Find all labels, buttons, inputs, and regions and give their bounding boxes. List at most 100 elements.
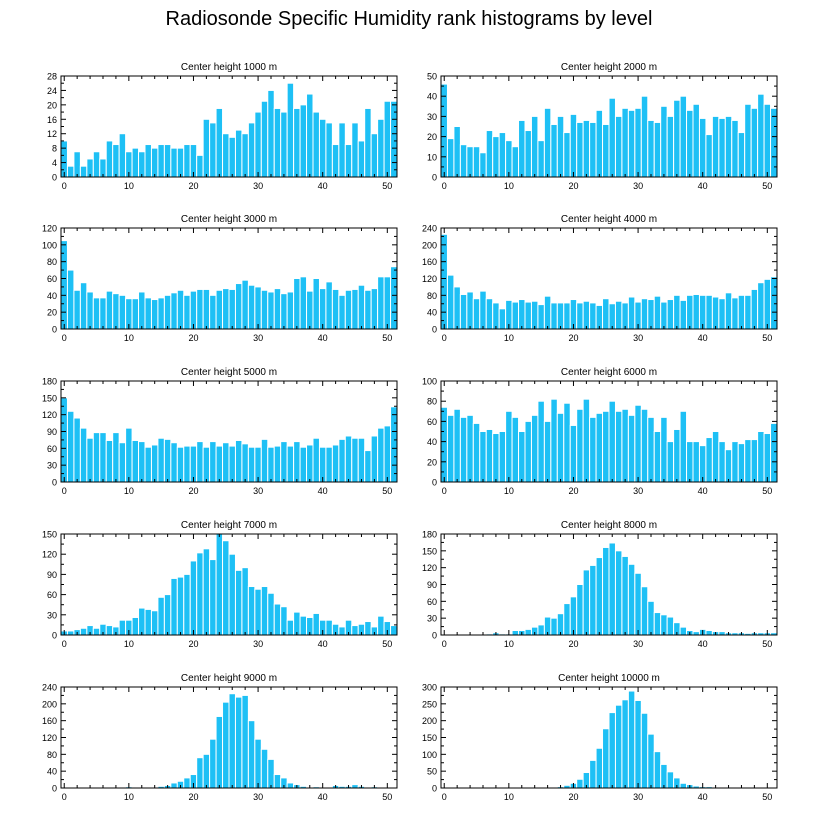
bar [222, 133, 230, 178]
bar [660, 301, 668, 330]
x-tick-label: 0 [442, 486, 447, 496]
bar [440, 233, 448, 330]
bar [377, 615, 385, 636]
bar [144, 608, 152, 636]
y-tick-label: 0 [432, 478, 437, 488]
bar [744, 294, 752, 330]
bar [73, 417, 81, 483]
bar [763, 278, 772, 330]
bar [608, 400, 616, 483]
x-tick-label: 0 [442, 333, 447, 343]
bar [222, 701, 230, 789]
bar [241, 443, 249, 483]
x-tick-label: 0 [62, 486, 67, 496]
y-tick-label: 20 [47, 100, 57, 110]
bar [202, 288, 211, 330]
bar [273, 603, 282, 636]
x-tick-label: 50 [762, 639, 772, 649]
x-tick-label: 30 [253, 181, 263, 191]
bar [299, 446, 308, 483]
bar [241, 279, 249, 330]
bar [660, 614, 668, 636]
bar [299, 276, 308, 330]
y-tick-label: 100 [422, 377, 437, 387]
y-tick-label: 50 [427, 767, 437, 777]
bar [383, 425, 392, 483]
bar [446, 274, 455, 330]
y-tick-label: 120 [422, 274, 437, 284]
bar [364, 107, 372, 178]
bar [99, 432, 107, 483]
bar [280, 293, 288, 330]
bar [196, 757, 204, 789]
y-tick-label: 300 [422, 683, 437, 693]
x-tick-label: 0 [442, 639, 447, 649]
bar [653, 121, 662, 178]
bar [647, 299, 655, 330]
bar [718, 117, 726, 178]
x-tick-label: 30 [253, 486, 263, 496]
y-tick-label: 150 [422, 733, 437, 743]
bar [377, 427, 385, 483]
bar [614, 115, 623, 178]
bar [627, 109, 636, 178]
bar [234, 129, 243, 178]
bar [524, 130, 532, 178]
bar [196, 288, 204, 330]
x-tick-label: 0 [62, 792, 67, 802]
bar [446, 138, 455, 178]
bar [170, 442, 178, 483]
bar [209, 294, 217, 330]
bar [692, 293, 700, 330]
bar [653, 431, 662, 483]
x-tick-label: 20 [188, 486, 198, 496]
bar [364, 450, 372, 483]
x-tick-label: 50 [762, 486, 772, 496]
bar [150, 147, 159, 178]
bar [260, 748, 269, 789]
panel-title: Center height 8000 m [561, 520, 657, 531]
bar [228, 693, 236, 789]
bar [453, 408, 461, 483]
bar [390, 100, 398, 178]
bar [492, 302, 500, 330]
bar [505, 410, 513, 483]
bar [377, 118, 385, 178]
bar [459, 293, 468, 330]
bar [150, 444, 159, 483]
bar [247, 720, 256, 789]
x-tick-label: 50 [382, 792, 392, 802]
y-tick-label: 90 [427, 580, 437, 590]
bar [325, 619, 333, 636]
bar [183, 144, 191, 178]
bar [234, 283, 243, 330]
figure-title: Radiosonde Specific Humidity rank histog… [165, 8, 653, 30]
bar [280, 111, 288, 178]
x-tick-label: 40 [698, 639, 708, 649]
histogram-panel: Center height 1000 m 0 4 8 12 16 20 24 28 0 10 20 30… [47, 62, 398, 191]
bar [614, 300, 623, 330]
bar [66, 269, 75, 330]
bar [750, 288, 759, 330]
y-tick-label: 60 [427, 597, 437, 607]
bar [602, 546, 610, 636]
bar [731, 297, 739, 330]
x-tick-label: 0 [442, 792, 447, 802]
y-tick-label: 30 [47, 610, 57, 620]
y-tick-label: 60 [47, 274, 57, 284]
y-tick-label: 40 [427, 308, 437, 318]
bar [543, 107, 552, 178]
histogram-panel: Center height 6000 m 0 20 40 60 80 100 0 10 20 30 4… [422, 367, 778, 496]
y-tick-label: 8 [52, 144, 57, 154]
y-tick-label: 100 [422, 750, 437, 760]
bar [138, 607, 146, 636]
bar [518, 119, 526, 178]
bar [602, 728, 610, 789]
y-tick-label: 0 [432, 173, 437, 183]
bar [215, 715, 224, 789]
bar [183, 294, 191, 330]
bar [705, 134, 713, 178]
x-tick-label: 20 [188, 181, 198, 191]
bar [666, 616, 675, 636]
